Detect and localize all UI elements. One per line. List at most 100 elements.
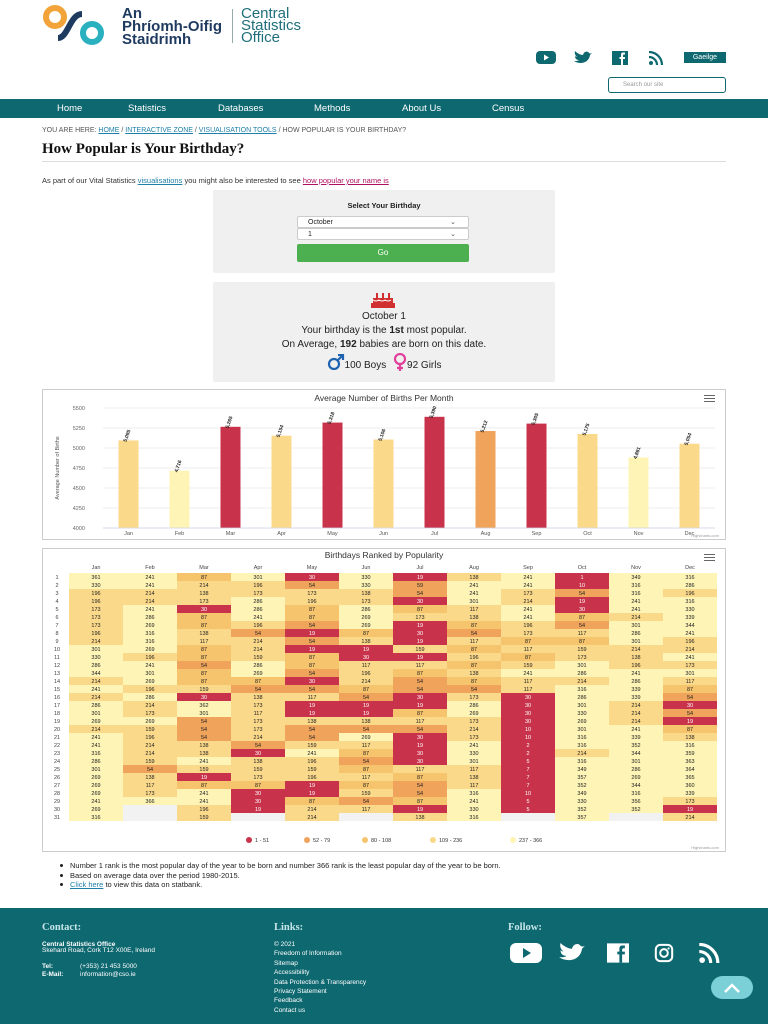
statbank-link[interactable]: Click here [70,880,104,889]
footer-link[interactable]: Accessibility [274,969,310,977]
heatmap-cell [447,693,501,701]
footer-link[interactable]: Sitemap [274,959,298,967]
email-value[interactable]: information@cso.ie [80,971,136,978]
cell-label: 87 [363,751,369,757]
cell-label: 241 [523,607,532,613]
cell-label: 54 [417,679,423,685]
x-tick-label: Apr [277,531,286,537]
nav-item-methods[interactable]: Methods [314,103,351,114]
footer-link[interactable]: Feedback [274,997,303,1005]
facebook-icon[interactable] [610,50,630,65]
heatmap-cell [123,765,177,773]
youtube-icon[interactable] [510,943,542,963]
heatmap-cell [69,765,123,773]
rss-icon[interactable] [647,50,667,65]
chart-menu-icon[interactable] [704,395,715,402]
cell-label: 54 [417,791,423,797]
instagram-icon[interactable] [648,943,680,963]
go-button[interactable]: Go [297,244,469,262]
cell-label: 363 [685,759,694,765]
footer-link[interactable]: Data Protection & Transparency [274,978,367,986]
birthday-selector-panel: Select Your Birthday October ⌄ 1 ⌄ Go [213,190,555,273]
month-select[interactable]: October ⌄ [297,216,469,228]
breadcrumb-zone-link[interactable]: INTERACTIVE ZONE [125,127,193,134]
cell-label: 214 [631,647,640,653]
heatmap-cell [339,685,393,693]
nav-item-databases[interactable]: Databases [218,103,264,114]
footer-link[interactable]: Freedom of Information [274,950,342,958]
search-input[interactable]: Search our site [608,77,726,93]
cell-label: 196 [253,583,262,589]
cell-label: 87 [471,647,477,653]
cell-label: 54 [687,695,693,701]
cell-label: 241 [145,575,154,581]
heatmap-cell [69,797,123,805]
heatmap-cell [123,589,177,597]
heatmap-cell [447,653,501,661]
cell-label: 2 [526,743,529,749]
footer-address: Skehard Road, Cork T12 X00E, Ireland [42,947,155,954]
heatmap-cell [177,693,231,701]
heatmap-cell [555,677,609,685]
visualisations-link[interactable]: visualisations [137,176,183,185]
cell-label: 196 [307,759,316,765]
twitter-icon[interactable] [573,50,593,64]
births-per-month-svg: Average Number of Births Per Month 4000 42… [55,393,720,538]
tel-value[interactable]: (+353) 21 453 5000 [80,963,137,970]
cell-label: 173 [361,599,370,605]
nav-item-home[interactable]: Home [57,103,83,114]
facebook-icon[interactable] [602,943,634,963]
chart-menu-icon[interactable] [704,554,715,561]
heatmap-cell [123,725,177,733]
heatmap-cell [447,813,501,821]
heatmap-cell [123,797,177,805]
heatmap-cell [501,685,555,693]
cell-label: 173 [91,623,100,629]
heatmap-cell [231,645,285,653]
heatmap-cell [393,685,447,693]
heatmap-cell [609,573,663,581]
heatmap-cell [231,589,285,597]
footer-link[interactable]: Contact us [274,1006,306,1014]
twitter-icon[interactable] [556,943,588,963]
cell-label: 301 [469,759,478,765]
rss-icon[interactable] [694,943,726,963]
cell-label: 54 [579,623,585,629]
cell-label: 87 [525,655,531,661]
heatmap-cell [447,773,501,781]
footer-link[interactable]: Privacy Statement [274,988,327,996]
heatmap-cell [663,813,717,821]
nav-item-about-us[interactable]: About Us [402,103,442,114]
nav-item-statistics[interactable]: Statistics [128,103,167,114]
youtube-icon[interactable] [535,51,556,64]
heatmap-cell [609,741,663,749]
heatmap-cell [447,589,501,597]
breadcrumb-tools-link[interactable]: VISUALISATION TOOLS [198,127,277,134]
heatmap-cell [285,629,339,637]
cell-label: 19 [417,743,423,749]
cell-label: 19 [309,647,315,653]
cell-label: 87 [417,671,423,677]
day-select[interactable]: 1 ⌄ [297,228,469,240]
cell-label: 344 [685,623,694,629]
heatmap-cell [609,773,663,781]
heatmap-cell [177,805,231,813]
contact-heading: Contact: [42,922,82,933]
cell-label: 241 [145,583,154,589]
heatmap-cell [231,709,285,717]
column-label: Jan [92,565,101,571]
heatmap-cell [501,765,555,773]
breadcrumb-home-link[interactable]: HOME [98,127,120,134]
nav-item-census[interactable]: Census [492,103,525,114]
cell-label: 117 [578,631,587,637]
back-to-top-button[interactable] [711,976,753,999]
heatmap-cell [393,605,447,613]
cell-label: 87 [255,783,261,789]
cell-label: 214 [91,695,100,701]
cell-label: 7 [526,767,529,773]
footer-org: Central Statistics Office [42,941,116,948]
name-popularity-link[interactable]: how popular your name is [302,176,389,185]
gaeilge-button[interactable]: Gaeilge [683,52,726,63]
cso-logo[interactable]: An Phríomh-Oifig Staidrimh Central Stati… [42,4,301,48]
bar [475,431,496,528]
